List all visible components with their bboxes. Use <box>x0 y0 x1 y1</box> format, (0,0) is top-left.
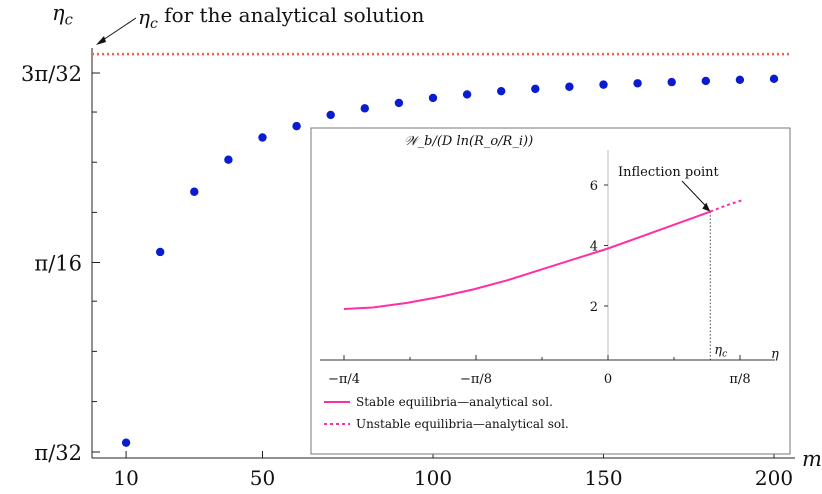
inset-axes <box>320 150 775 361</box>
data-point <box>292 121 301 131</box>
inflection-arrow-head <box>702 202 711 212</box>
legend-label: Unstable equilibria—analytical sol. <box>356 417 569 431</box>
inflection-annotation: Inflection point <box>618 165 720 180</box>
data-point <box>326 110 335 120</box>
data-point <box>156 247 165 257</box>
y-axis-label: ηc <box>52 1 73 28</box>
inset-labels: −π/4 −π/8 0 π/8 2 4 6 𝒲_b/(D ln(R_o/R_i)) η ηc Inf… <box>328 134 779 387</box>
inset-y-tick-label: 4 <box>590 240 598 255</box>
main-series <box>121 74 779 447</box>
data-point <box>462 90 472 99</box>
stable-curve <box>343 210 711 310</box>
x-tick-label: 10 <box>113 466 138 490</box>
data-point <box>769 74 779 84</box>
x-tick-label: 200 <box>755 466 793 490</box>
inset-frame <box>310 127 791 455</box>
data-point <box>121 438 131 447</box>
inset-y-axis-label: 𝒲_b/(D ln(R_o/R_i)) <box>404 134 533 149</box>
main-labels: 10 50 100 150 200 π/32 π/16 3π/32 ηc m ηc for the … <box>21 1 822 490</box>
y-tick-label: 3π/32 <box>21 62 82 86</box>
data-point <box>701 76 710 86</box>
y-tick-label: π/16 <box>34 251 82 275</box>
data-point <box>599 80 608 89</box>
reference-annotation: ηc for the analytical solution <box>138 3 424 32</box>
main-axes <box>91 48 795 459</box>
x-tick-label: 100 <box>414 466 452 490</box>
x-axis-label: m <box>802 447 822 471</box>
inflection-arrow-shaft <box>681 180 709 209</box>
data-point <box>258 133 267 142</box>
data-point <box>190 187 199 196</box>
annotation-arrow-shaft <box>99 17 137 43</box>
annotation-arrow-head <box>96 36 106 45</box>
inset-x-axis-label: η <box>771 347 779 362</box>
x-tick-label: 150 <box>584 466 622 490</box>
data-point <box>735 75 745 84</box>
inset-x-tick-label: −π/4 <box>328 372 360 387</box>
y-tick-label: π/32 <box>34 441 82 465</box>
inset-x-tick-label: −π/8 <box>460 372 492 387</box>
inset-legend: Stable equilibria—analytical sol. Unstabl… <box>324 395 569 431</box>
data-point <box>224 155 233 164</box>
inset-y-tick-label: 2 <box>590 300 598 315</box>
data-point <box>633 79 642 88</box>
inset-x-tick-label: π/8 <box>729 372 750 387</box>
data-point <box>394 98 404 108</box>
data-point <box>667 77 676 87</box>
data-point <box>428 93 438 103</box>
eta-c-label: ηc <box>714 343 727 360</box>
inset-y-tick-label: 6 <box>590 179 598 194</box>
legend-label: Stable equilibria—analytical sol. <box>356 395 553 409</box>
inset-x-tick-label: 0 <box>604 372 612 387</box>
data-point <box>565 82 574 91</box>
inset-curves <box>343 199 743 310</box>
data-point <box>531 84 540 94</box>
data-point <box>360 104 369 113</box>
x-tick-label: 50 <box>250 466 275 490</box>
inset-chart: −π/4 −π/8 0 π/8 2 4 6 𝒲_b/(D ln(R_o/R_i)) η ηc Inf… <box>310 127 791 455</box>
data-point <box>497 86 506 96</box>
